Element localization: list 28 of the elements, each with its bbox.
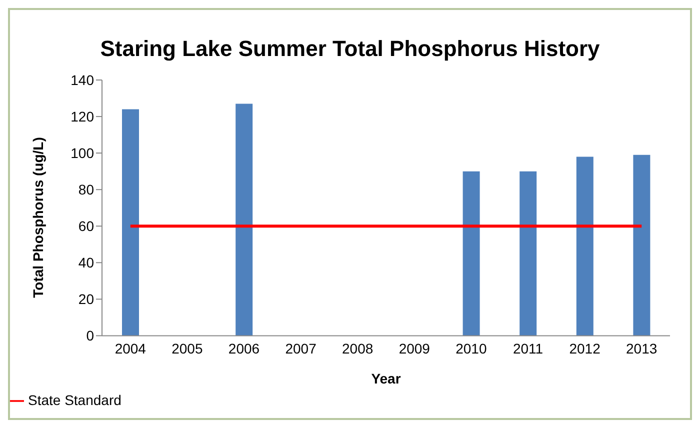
bar [633, 154, 650, 336]
y-tick-label: 40 [78, 254, 94, 271]
x-tick-label: 2009 [398, 340, 430, 357]
x-tick-label: 2005 [172, 340, 203, 357]
chart-title: Staring Lake Summer Total Phosphorus History [99, 36, 601, 62]
x-tick-label: 2010 [456, 340, 487, 357]
y-tick-label: 0 [86, 328, 94, 344]
y-tick-label: 140 [70, 72, 94, 88]
bar [462, 171, 480, 336]
y-tick-label: 60 [78, 218, 94, 234]
x-tick-label: 2008 [342, 340, 374, 357]
y-axis-title: Total Phosphorus (ug/L) [30, 137, 46, 298]
x-tick-label: 2012 [569, 340, 601, 357]
y-tick-label: 100 [70, 145, 94, 162]
y-tick-label: 120 [70, 108, 94, 124]
x-tick-label: 2004 [114, 340, 146, 357]
bar [236, 104, 253, 336]
bar [576, 156, 594, 336]
legend-label: State Standard [28, 392, 122, 408]
y-tick-label: 80 [78, 182, 94, 198]
x-tick-label: 2011 [512, 340, 544, 357]
bar [520, 171, 537, 336]
x-tick-label: 2007 [285, 340, 317, 357]
bar [122, 109, 139, 336]
x-tick-label: 2006 [228, 340, 260, 357]
x-tick-label: 2013 [626, 340, 658, 357]
y-tick-label: 20 [78, 291, 94, 308]
x-axis-title: Year [371, 370, 402, 387]
